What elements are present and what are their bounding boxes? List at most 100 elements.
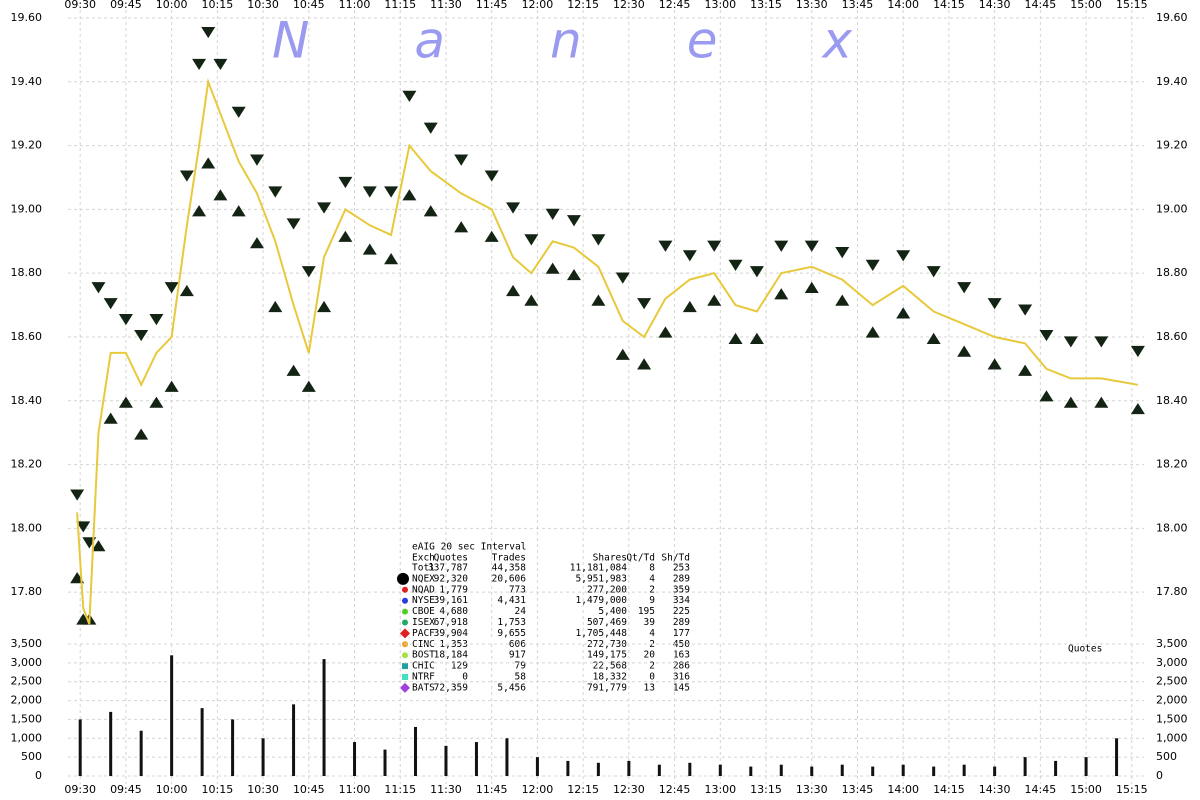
- x-tick-label: 11:15: [384, 0, 416, 11]
- table-cell: 2: [649, 584, 655, 595]
- bid-marker: [658, 326, 673, 338]
- legend-marker: [402, 619, 408, 626]
- bid-marker: [454, 221, 469, 233]
- table-cell: 20: [644, 650, 656, 661]
- volume-bar: [840, 764, 844, 776]
- table-cell: 72,359: [434, 682, 469, 693]
- x-tick-label: 11:30: [430, 783, 462, 796]
- table-cell: 145: [673, 682, 690, 693]
- y-tick-label-right: 2,000: [1156, 694, 1188, 707]
- bid-marker: [728, 332, 743, 344]
- ask-marker: [454, 154, 469, 166]
- x-tick-label: 11:45: [476, 783, 508, 796]
- x-tick-label: 14:30: [979, 783, 1011, 796]
- ask-marker: [286, 218, 301, 230]
- bid-marker: [1063, 396, 1078, 408]
- table-cell: 58: [515, 672, 527, 683]
- bid-marker: [804, 281, 819, 293]
- x-tick-label: 12:15: [567, 0, 599, 11]
- table-cell: 337,787: [428, 563, 468, 574]
- panel-label: Quotes: [1068, 644, 1102, 655]
- legend-marker: [400, 628, 410, 639]
- x-tick-label: 12:00: [522, 0, 554, 11]
- bid-marker: [423, 205, 438, 217]
- table-cell: 606: [509, 639, 526, 650]
- table-cell: 1,779: [439, 584, 468, 595]
- table-header: Exch: [412, 553, 435, 564]
- y-tick-label: 18.20: [11, 458, 43, 471]
- volume-bar: [718, 764, 722, 776]
- volume-bar: [474, 742, 478, 776]
- volume-bar: [1115, 738, 1119, 776]
- x-tick-label: 09:45: [110, 783, 142, 796]
- table-cell: 18,184: [434, 650, 469, 661]
- y-tick-label-right: 19.20: [1156, 139, 1188, 152]
- y-tick-label: 19.40: [11, 75, 43, 88]
- legend-marker: [402, 608, 408, 615]
- table-cell: 195: [638, 606, 655, 617]
- ask-marker: [591, 234, 606, 246]
- legend-marker: [402, 586, 408, 593]
- y-tick-label-right: 18.00: [1156, 521, 1188, 534]
- ask-marker: [545, 208, 560, 220]
- ask-marker: [164, 282, 179, 294]
- x-tick-label: 09:30: [64, 783, 96, 796]
- bid-marker: [774, 288, 789, 300]
- volume-bar: [901, 764, 905, 776]
- bid-marker: [384, 253, 399, 265]
- bid-marker: [103, 412, 118, 424]
- x-tick-label: 12:00: [522, 783, 554, 796]
- ask-marker: [192, 58, 207, 71]
- table-cell: 773: [509, 584, 526, 595]
- ask-marker: [637, 298, 652, 310]
- table-cell: NQEX: [412, 573, 435, 584]
- ask-marker: [249, 154, 264, 166]
- bid-marker: [192, 205, 207, 217]
- bid-marker: [179, 284, 194, 297]
- x-tick-label: 14:00: [887, 783, 919, 796]
- x-tick-label: 13:00: [704, 783, 736, 796]
- table-cell: 289: [673, 617, 690, 628]
- ask-marker: [1094, 336, 1109, 348]
- table-cell: 67,918: [434, 617, 469, 628]
- x-tick-label: 15:15: [1116, 0, 1148, 11]
- x-tick-label: 14:45: [1025, 783, 1057, 796]
- ask-marker: [213, 58, 228, 71]
- bid-marker: [591, 294, 606, 306]
- bid-marker: [231, 205, 246, 217]
- y-tick-label-right: 500: [1156, 750, 1177, 763]
- ask-marker: [707, 240, 722, 252]
- volume-bar: [871, 766, 875, 776]
- x-tick-label: 14:45: [1025, 0, 1057, 11]
- table-cell: 4,431: [497, 595, 526, 606]
- ask-marker: [835, 247, 850, 259]
- bid-marker: [301, 380, 316, 392]
- volume-bar: [139, 730, 143, 776]
- y-tick-label: 18.40: [11, 394, 43, 407]
- table-cell: 1,705,448: [576, 628, 628, 639]
- table-cell: 22,568: [593, 661, 628, 672]
- bid-marker: [317, 300, 332, 313]
- volume-bar: [170, 655, 174, 776]
- y-tick-label: 2,500: [11, 675, 43, 688]
- y-tick-label-right: 18.80: [1156, 266, 1188, 279]
- table-cell: NTRF: [412, 672, 435, 683]
- table-cell: 79: [515, 661, 527, 672]
- volume-bar: [810, 766, 814, 776]
- ask-marker: [1063, 336, 1078, 348]
- ask-marker: [134, 329, 149, 342]
- volume-bar: [596, 762, 600, 776]
- bid-marker: [615, 348, 630, 360]
- bid-marker: [91, 540, 106, 552]
- x-tick-label: 14:15: [933, 0, 965, 11]
- x-tick-label: 11:45: [476, 0, 508, 11]
- volume-bar: [535, 757, 539, 776]
- table-cell: 9,655: [497, 628, 526, 639]
- table-cell: 11,181,084: [570, 563, 627, 574]
- volume-bar: [413, 726, 417, 776]
- volume-bar: [779, 764, 783, 776]
- ask-marker: [896, 250, 911, 262]
- volume-bar: [505, 738, 509, 776]
- legend-marker: [397, 572, 409, 585]
